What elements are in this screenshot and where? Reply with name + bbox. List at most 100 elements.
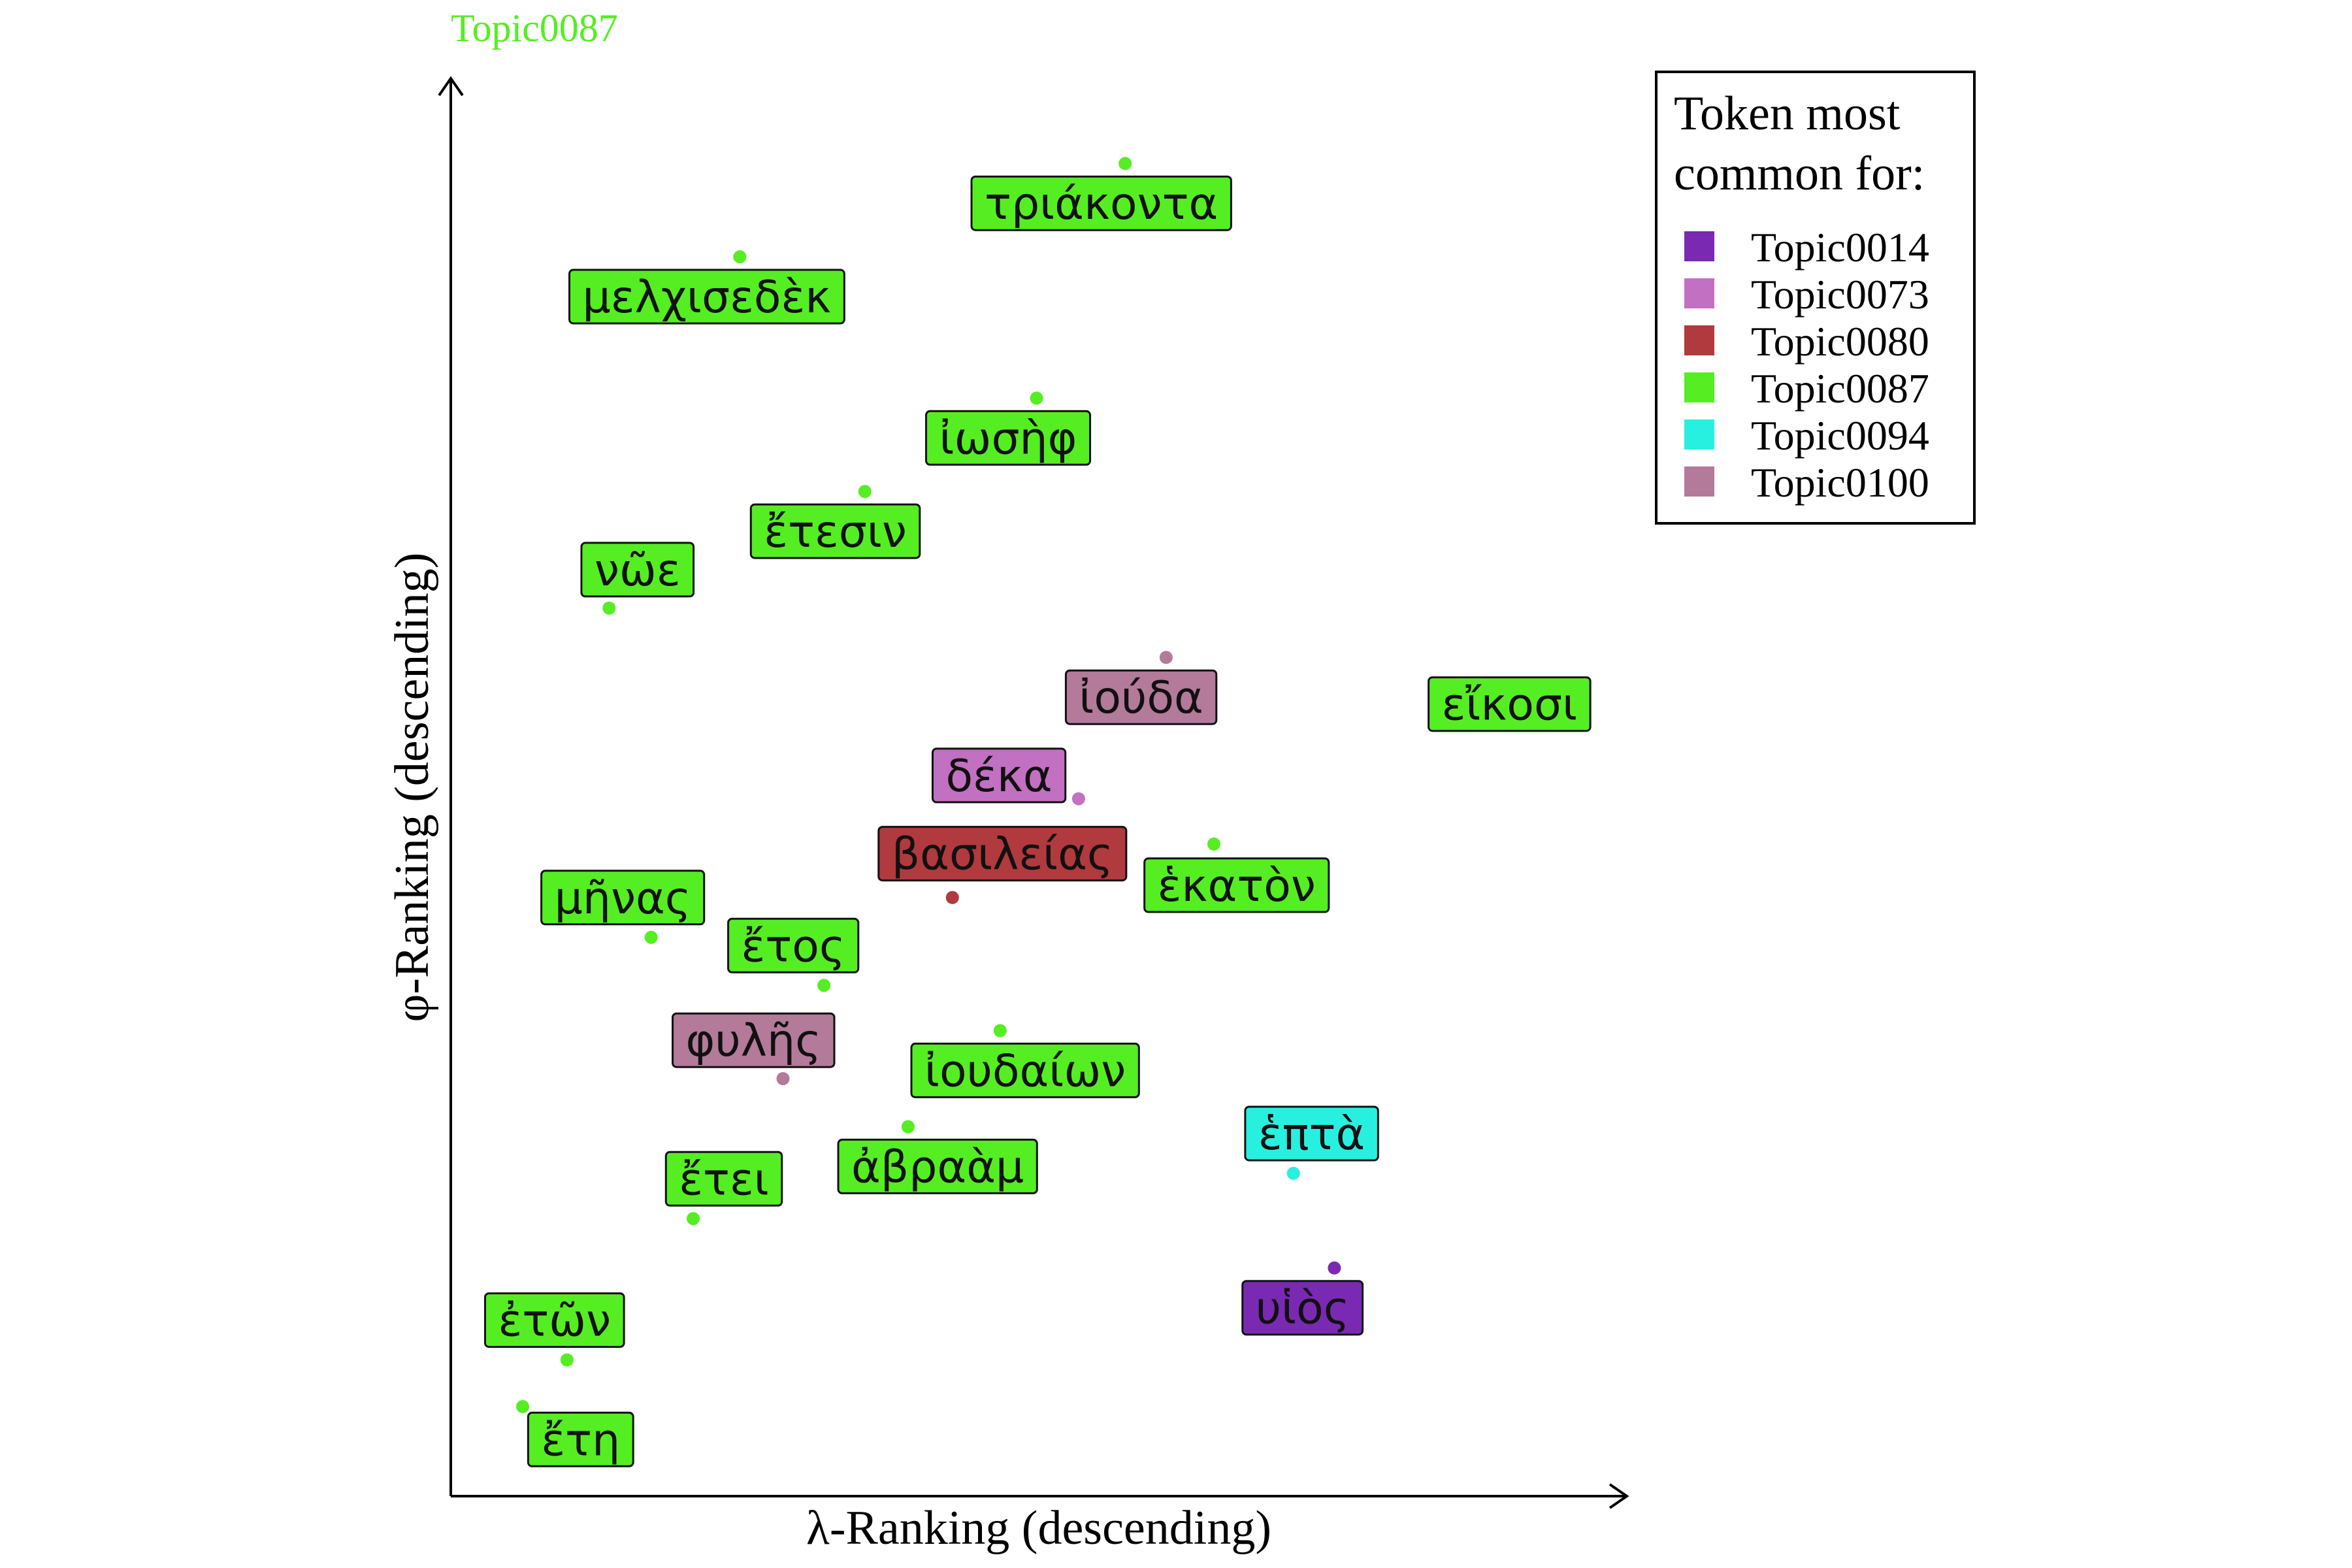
data-label-box <box>1244 1105 1379 1162</box>
data-point-topic0087 <box>858 485 872 498</box>
data-point-group: μῆνας <box>540 870 706 944</box>
data-point-topic0100 <box>776 1072 790 1085</box>
legend-title-line-1: Token most <box>1674 87 1901 140</box>
legend: Token most common for: Topic0014Topic007… <box>1655 71 1976 525</box>
data-point-group: ἔτη <box>516 1399 634 1467</box>
data-label-text: βασιλείας <box>892 829 1113 881</box>
data-label-box <box>1428 676 1592 732</box>
data-point-topic0014 <box>1328 1261 1341 1275</box>
data-point-topic0087 <box>644 930 658 944</box>
data-point-group: ἰωσὴφ <box>925 391 1092 466</box>
data-point-topic0087 <box>560 1353 574 1367</box>
data-label-box <box>1064 669 1218 725</box>
data-label-box <box>877 826 1128 882</box>
data-point-group: ἰουδαίων <box>910 1024 1140 1098</box>
data-label-text: τριάκοντα <box>985 178 1218 230</box>
data-label-box <box>664 1151 783 1207</box>
data-point-group: νῶε <box>580 542 695 615</box>
data-label-box <box>727 917 860 973</box>
legend-label-topic0073: Topic0073 <box>1751 271 1929 318</box>
data-point-group: ἑπτὰ <box>1244 1105 1379 1180</box>
legend-label-topic0094: Topic0094 <box>1751 412 1929 459</box>
data-point-group: ἑκατὸν <box>1143 837 1330 913</box>
data-point-topic0087 <box>1119 157 1132 171</box>
y-axis-arrow <box>438 76 464 97</box>
legend-swatch-topic0100 <box>1684 466 1714 497</box>
data-label-box <box>1143 857 1330 913</box>
data-point-group: φυλῆς <box>672 1012 836 1085</box>
data-label-text: εἴκοσι <box>1442 679 1578 731</box>
legend-swatch-topic0073 <box>1684 278 1714 308</box>
data-point-group: υἱὸς <box>1241 1261 1364 1336</box>
legend-swatch-topic0014 <box>1684 231 1714 261</box>
data-label-box <box>580 542 695 598</box>
data-label-text: μῆνας <box>555 873 691 924</box>
data-label-box <box>568 269 845 325</box>
data-label-box <box>540 870 706 926</box>
data-label-box <box>910 1042 1140 1098</box>
data-label-box <box>749 503 921 559</box>
data-point-topic0073 <box>1071 792 1085 806</box>
data-label-text: ἰωσὴφ <box>939 413 1077 465</box>
data-marks: τριάκοντα μελχισεδὲκ ἰωσὴφ ἔτεσιν νῶε ἰούδα εἴ… <box>483 157 1592 1467</box>
data-point-topic0087 <box>1030 391 1043 405</box>
legend-title-line-2: common for: <box>1674 147 1925 201</box>
data-point-topic0080 <box>945 890 959 904</box>
data-label-text: ἑπτὰ <box>1258 1109 1365 1160</box>
data-point-topic0087 <box>1207 837 1220 851</box>
data-point-group: ἀβραὰμ <box>837 1120 1038 1194</box>
data-label-text: ἔτεσιν <box>764 506 907 558</box>
data-label-text: μελχισεδὲκ <box>582 272 831 323</box>
y-axis-label: φ-Ranking (descending) <box>385 553 439 1022</box>
data-label-text: ἔτει <box>679 1154 768 1205</box>
data-label-text: ἑκατὸν <box>1158 860 1316 912</box>
data-point-group: ἔτεσιν <box>749 485 921 559</box>
data-label-text: ἰουδαίων <box>924 1045 1126 1097</box>
chart-title: Topic0087 <box>451 7 618 50</box>
data-point-topic0087 <box>687 1212 700 1226</box>
x-axis-arrow <box>1609 1483 1629 1509</box>
legend-label-topic0100: Topic0100 <box>1751 459 1929 506</box>
data-point-topic0094 <box>1286 1166 1300 1180</box>
legend-label-topic0014: Topic0014 <box>1751 224 1929 270</box>
legend-swatch-topic0094 <box>1684 419 1714 449</box>
data-point-group: μελχισεδὲκ <box>568 250 845 325</box>
legend-label-topic0080: Topic0080 <box>1751 318 1929 365</box>
data-point-group: ἔτει <box>664 1151 783 1226</box>
data-label-box <box>1241 1280 1364 1336</box>
data-label-box <box>970 175 1232 231</box>
data-label-text: ἔτη <box>541 1414 620 1466</box>
data-label-text: ἀβραὰμ <box>851 1141 1024 1193</box>
data-label-box <box>931 747 1067 804</box>
data-point-topic0087 <box>993 1024 1007 1037</box>
data-label-box <box>527 1411 634 1467</box>
data-point-group: ἐτῶν <box>483 1292 625 1367</box>
data-label-text: νῶε <box>595 545 681 596</box>
data-label-text: ἐτῶν <box>498 1296 611 1347</box>
data-point-topic0087 <box>602 601 616 615</box>
legend-swatch-topic0080 <box>1684 325 1714 355</box>
data-label-box <box>925 410 1092 466</box>
legend-label-topic0087: Topic0087 <box>1751 365 1929 412</box>
data-label-text: ἰούδα <box>1079 672 1203 724</box>
axes <box>438 76 1629 1509</box>
data-label-text: δέκα <box>945 751 1052 802</box>
data-label-box <box>837 1138 1038 1194</box>
data-point-group: εἴκοσι <box>1428 676 1592 732</box>
data-label-text: φυλῆς <box>686 1015 821 1067</box>
data-point-group: ἰούδα <box>1064 651 1218 725</box>
x-axis-label: λ-Ranking (descending) <box>806 1501 1271 1555</box>
data-label-text: ἔτος <box>742 921 845 972</box>
data-label-box <box>483 1292 625 1348</box>
data-point-topic0100 <box>1159 651 1173 664</box>
data-label-box <box>672 1012 836 1068</box>
data-point-topic0087 <box>817 979 831 992</box>
legend-swatch-topic0087 <box>1684 372 1714 402</box>
data-point-group: δέκα <box>931 747 1085 806</box>
data-point-group: τριάκοντα <box>970 157 1232 231</box>
data-point-group: ἔτος <box>727 917 860 992</box>
data-point-group: βασιλείας <box>877 826 1128 904</box>
data-point-topic0087 <box>516 1399 530 1413</box>
data-point-topic0087 <box>901 1120 915 1134</box>
